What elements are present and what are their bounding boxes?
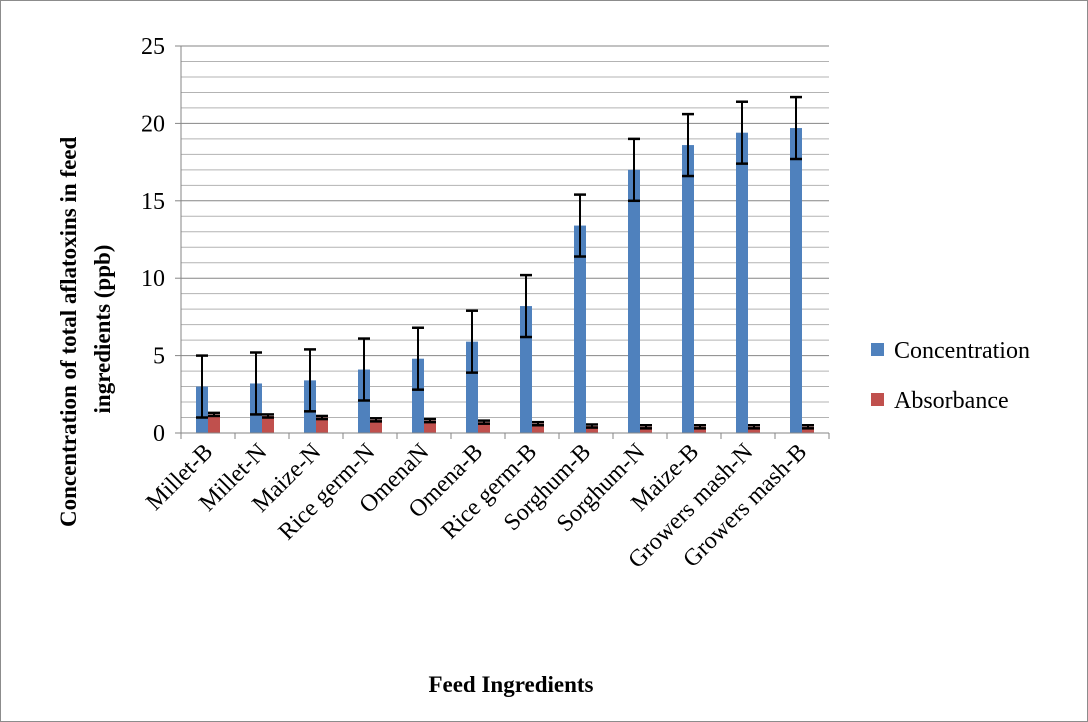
x-axis-title: Feed Ingredients (428, 672, 593, 697)
bars (196, 128, 814, 434)
bar-absorbance (640, 426, 652, 433)
legend-swatch-concentration (871, 343, 884, 356)
bar-concentration (682, 145, 694, 433)
legend: Concentration Absorbance (871, 338, 1030, 414)
bar-absorbance (802, 426, 814, 433)
error-bars (196, 95, 814, 430)
legend-swatch-absorbance (871, 393, 884, 406)
bar-absorbance (748, 426, 760, 433)
gridlines (181, 45, 829, 419)
bar-concentration (628, 169, 640, 433)
legend-label-absorbance: Absorbance (894, 388, 1009, 414)
bar-concentration (574, 225, 586, 433)
bar-absorbance (424, 420, 436, 433)
bar-absorbance (262, 415, 274, 433)
bar-absorbance (532, 423, 544, 433)
y-tick-label: 10 (141, 266, 165, 292)
y-axis-title: Concentration of total aflatoxins in fee… (56, 131, 115, 527)
y-tick-labels: 0 5 10 15 20 25 (141, 34, 181, 447)
bar-absorbance (370, 419, 382, 433)
bar-absorbance (694, 426, 706, 433)
y-axis-title-line-1: Concentration of total aflatoxins in fee… (56, 137, 81, 528)
y-tick-label: 25 (141, 34, 165, 60)
bar-absorbance (208, 414, 220, 433)
y-axis-title-line-2: ingredients (ppb) (90, 245, 115, 414)
y-tick-label: 20 (141, 111, 165, 137)
bar-absorbance (586, 426, 598, 433)
legend-label-concentration: Concentration (894, 338, 1030, 364)
bar-concentration (412, 358, 424, 433)
axes (180, 46, 829, 434)
bar-concentration (466, 341, 478, 433)
bar-concentration (790, 128, 802, 433)
y-tick-label: 0 (153, 421, 165, 447)
bar-concentration (736, 132, 748, 434)
bar-absorbance (478, 422, 490, 433)
y-tick-label: 15 (141, 189, 165, 215)
y-tick-label: 5 (153, 344, 165, 370)
bar-absorbance (316, 417, 328, 433)
